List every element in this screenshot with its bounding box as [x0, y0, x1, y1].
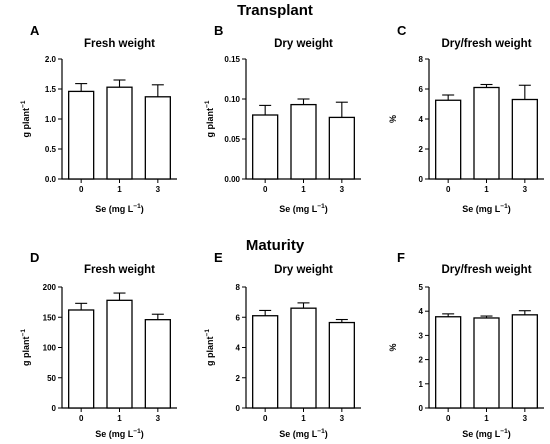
- y-tick-label: 4: [236, 344, 241, 353]
- x-tick-label: 3: [523, 185, 528, 194]
- y-tick-label: 200: [43, 283, 57, 292]
- y-tick-label: 1: [419, 380, 424, 389]
- y-tick-label: 100: [43, 344, 57, 353]
- panel-label: D: [30, 250, 39, 265]
- y-tick-label: 0.00: [224, 175, 240, 184]
- y-tick-label: 2: [419, 145, 424, 154]
- x-tick-label: 1: [117, 185, 122, 194]
- x-tick-label: 3: [156, 185, 161, 194]
- section-title-transplant: Transplant: [237, 2, 313, 19]
- bar: [252, 315, 279, 409]
- panel-title: Dry weight: [274, 264, 333, 276]
- panel-label: E: [214, 250, 223, 265]
- x-tick-label: 0: [79, 414, 84, 423]
- y-tick-label: 0.0: [45, 175, 57, 184]
- x-tick-label: 1: [484, 185, 489, 194]
- x-tick-label: 0: [263, 414, 268, 423]
- y-tick-label: 150: [43, 313, 57, 322]
- panel-title: Fresh weight: [84, 38, 155, 50]
- bar: [252, 114, 279, 180]
- y-tick-label: 1.0: [45, 115, 57, 124]
- x-axis-label: Se (mg L−1): [462, 428, 510, 439]
- y-tick-label: 0: [419, 175, 424, 184]
- panel-e: E Dry weight 0 2 4 6 8 g plant−1 0 1 3 Se (mg L−1): [204, 250, 361, 439]
- x-tick-label: 1: [484, 414, 489, 423]
- x-axis-label: Se (mg L−1): [279, 428, 327, 439]
- bar: [511, 98, 538, 180]
- bar: [435, 99, 462, 180]
- bar: [68, 309, 95, 409]
- y-axis-label: %: [388, 115, 398, 123]
- x-tick-label: 3: [340, 185, 345, 194]
- x-axis-label: Se (mg L−1): [279, 203, 327, 214]
- bar: [144, 96, 171, 180]
- bar: [106, 299, 133, 409]
- panel-label: C: [397, 23, 407, 38]
- bar: [144, 319, 171, 409]
- bar: [106, 86, 133, 180]
- x-tick-label: 3: [156, 414, 161, 423]
- bar: [511, 314, 538, 409]
- y-tick-label: 6: [419, 85, 424, 94]
- x-tick-label: 0: [446, 185, 451, 194]
- y-tick-label: 1.5: [45, 85, 57, 94]
- bar: [328, 321, 355, 409]
- x-tick-label: 0: [446, 414, 451, 423]
- panel-label: A: [30, 23, 40, 38]
- y-axis-label: g plant−1: [204, 100, 215, 137]
- x-axis-label: Se (mg L−1): [462, 203, 510, 214]
- panel-c: C Dry/fresh weight 0 2 4 6 8% 0 1 3 Se (mg L−1): [388, 23, 544, 214]
- panel-title: Dry/fresh weight: [441, 264, 531, 276]
- x-tick-label: 3: [523, 414, 528, 423]
- bar: [290, 307, 317, 409]
- panel-a: A Fresh weight 0.0 0.5 1.0 1.5 2.0 g plant−1 0 1 3…: [20, 23, 177, 214]
- bar: [435, 316, 462, 409]
- y-tick-label: 8: [236, 283, 241, 292]
- panel-f: F Dry/fresh weight 0 1 2 3 4 5% 0 1 3 Se (mg L−1): [388, 250, 544, 439]
- bar: [68, 90, 95, 180]
- y-tick-label: 0.5: [45, 145, 57, 154]
- section-title-maturity: Maturity: [246, 237, 305, 254]
- panel-label: B: [214, 23, 223, 38]
- panel-title: Dry weight: [274, 38, 333, 50]
- y-tick-label: 0: [236, 404, 241, 413]
- x-tick-label: 1: [301, 185, 306, 194]
- x-tick-label: 1: [117, 414, 122, 423]
- y-tick-label: 0.05: [224, 135, 240, 144]
- y-tick-label: 2: [236, 374, 241, 383]
- panel-label: F: [397, 250, 405, 265]
- panel-b: B Dry weight 0.00 0.05 0.10 0.15 g plant−1 0 1 3 S…: [204, 23, 361, 214]
- y-tick-label: 3: [419, 331, 424, 340]
- y-tick-label: 4: [419, 307, 424, 316]
- y-axis-label: %: [388, 343, 398, 351]
- y-tick-label: 5: [419, 283, 424, 292]
- panel-title: Dry/fresh weight: [441, 38, 531, 50]
- panel-title: Fresh weight: [84, 264, 155, 276]
- y-tick-label: 4: [419, 115, 424, 124]
- bar: [473, 86, 500, 180]
- y-tick-label: 0.10: [224, 95, 240, 104]
- x-tick-label: 1: [301, 414, 306, 423]
- y-tick-label: 0: [419, 404, 424, 413]
- y-axis-label: g plant−1: [20, 329, 31, 366]
- x-tick-label: 0: [263, 185, 268, 194]
- bar: [290, 103, 317, 180]
- x-tick-label: 0: [79, 185, 84, 194]
- y-tick-label: 0.15: [224, 55, 240, 64]
- panel-d: D Fresh weight 0 50 100 150 200 g plant−1 0 1 3 Se …: [20, 250, 177, 439]
- y-tick-label: 2: [419, 356, 424, 365]
- y-axis-label: g plant−1: [204, 329, 215, 366]
- x-axis-label: Se (mg L−1): [95, 203, 143, 214]
- x-axis-label: Se (mg L−1): [95, 428, 143, 439]
- x-tick-label: 3: [340, 414, 345, 423]
- bar: [473, 317, 500, 409]
- y-axis-label: g plant−1: [20, 100, 31, 137]
- y-tick-label: 8: [419, 55, 424, 64]
- bar: [328, 116, 355, 180]
- y-tick-label: 50: [47, 374, 56, 383]
- y-tick-label: 6: [236, 313, 241, 322]
- y-tick-label: 2.0: [45, 55, 57, 64]
- y-tick-label: 0: [52, 404, 57, 413]
